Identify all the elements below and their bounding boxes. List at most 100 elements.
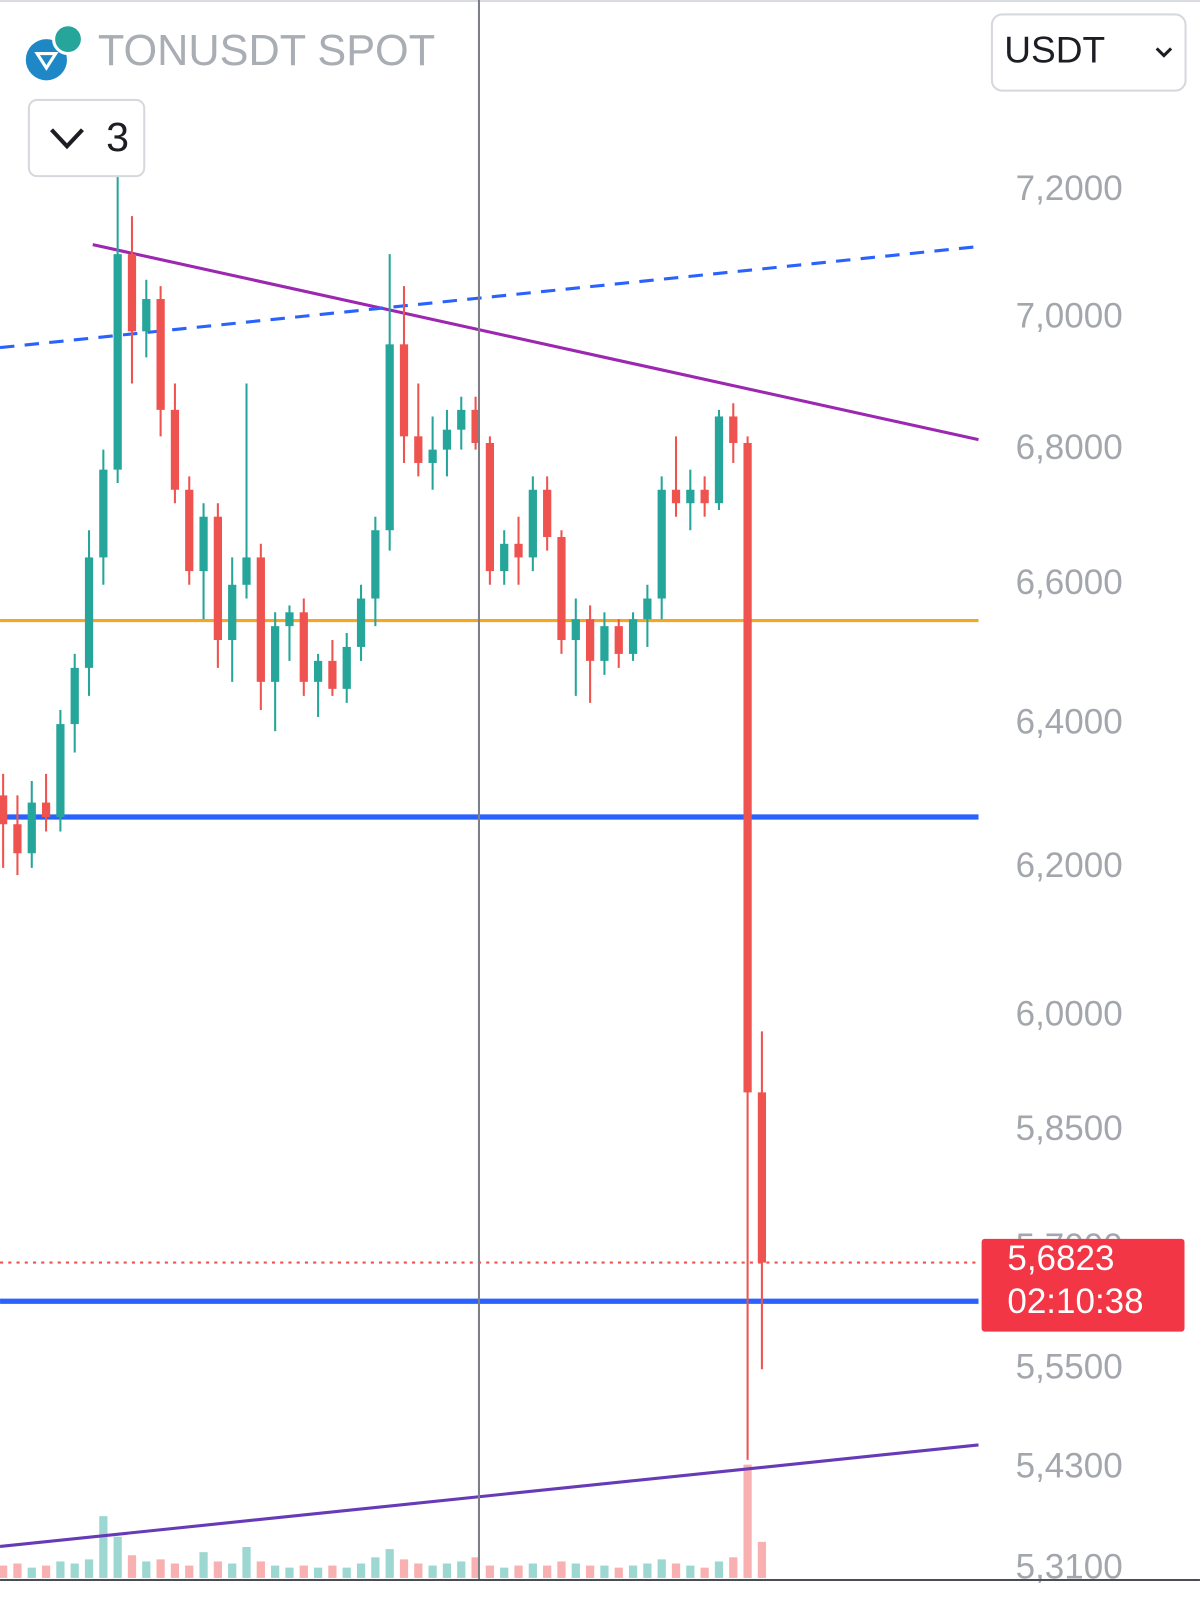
candle-body	[500, 543, 509, 572]
y-tick-label: 6,0000	[1016, 995, 1123, 1034]
candle-body	[671, 489, 681, 504]
y-tick-label: 6,6000	[1016, 563, 1123, 602]
volume-bar	[729, 1557, 738, 1578]
volume-bar	[485, 1565, 495, 1578]
indicators-count: 3	[106, 114, 129, 160]
volume-bar	[342, 1567, 351, 1578]
candle-body	[41, 802, 51, 818]
candle-body	[299, 612, 308, 682]
volume-bar	[671, 1563, 681, 1578]
volume-bar	[600, 1565, 609, 1578]
volume-bar	[428, 1565, 437, 1578]
volume-bar	[442, 1563, 452, 1578]
candle-body	[657, 489, 666, 599]
candle-body	[156, 299, 165, 410]
candle-body	[371, 530, 380, 599]
y-tick-label: 7,2000	[1016, 169, 1123, 208]
volume-bar	[84, 1559, 94, 1578]
candle-body	[585, 619, 595, 661]
y-tick-label: 6,2000	[1016, 846, 1123, 885]
logo-glyph	[34, 52, 59, 71]
countdown-label: 02:10:38	[1007, 1282, 1143, 1321]
volume-bar	[13, 1563, 22, 1578]
candle-body	[213, 516, 222, 640]
candle-body	[514, 543, 523, 558]
volume-bar	[228, 1563, 237, 1578]
volume-bar	[528, 1563, 537, 1578]
volume-bar	[56, 1561, 65, 1578]
volume-bar	[356, 1563, 366, 1578]
volume-bar	[543, 1565, 552, 1578]
last-price-label: 5,6823	[1007, 1239, 1114, 1278]
candle-body	[313, 660, 323, 682]
last-price-badge	[981, 1238, 1185, 1332]
candle-body	[557, 537, 566, 640]
volume-bar	[256, 1561, 265, 1578]
candle-body	[414, 436, 423, 463]
volume-bar	[643, 1563, 652, 1578]
y-tick-label: 6,8000	[1016, 428, 1123, 467]
volume-bar	[457, 1561, 466, 1578]
candle-body	[185, 489, 194, 572]
plot-area: 7,2000 7,0000 6,8000 6,6000 6,4000 6,2000 6,00…	[0, 169, 1185, 1587]
candle-body	[700, 489, 709, 504]
volume-bar	[385, 1549, 394, 1578]
candle-body	[228, 584, 237, 640]
candle-body	[686, 489, 695, 504]
y-tick-label: 5,5500	[1016, 1347, 1123, 1386]
candle-body	[528, 489, 537, 558]
candle-body	[385, 344, 394, 531]
volume-bar	[156, 1559, 165, 1578]
candle-body	[271, 626, 280, 682]
volume-bar	[514, 1565, 523, 1578]
volume-bar	[27, 1567, 36, 1578]
indicators-toggle[interactable]	[27, 98, 146, 178]
currency-select[interactable]	[990, 13, 1187, 92]
volume-bar	[557, 1561, 566, 1578]
chevron-icon	[50, 128, 84, 150]
candle-body	[614, 626, 623, 654]
candle-body	[0, 795, 8, 825]
candle-body	[485, 442, 495, 572]
volume-bar	[471, 1557, 480, 1578]
candle-body	[571, 619, 580, 640]
candle-body	[743, 442, 752, 1093]
candle-body	[757, 1092, 767, 1263]
candle-body	[714, 416, 724, 504]
volume-bar	[99, 1516, 108, 1578]
volume-bar	[113, 1536, 122, 1578]
candle-body	[199, 516, 208, 572]
logo-badge	[52, 23, 84, 56]
volume-bar	[213, 1561, 222, 1578]
volume-bar	[299, 1565, 308, 1578]
candle-body	[56, 724, 65, 818]
volume-bar	[686, 1565, 695, 1578]
candle-body	[729, 416, 738, 443]
candle-body	[242, 557, 251, 585]
trend-line	[0, 244, 979, 350]
header: TONUSDT SPOT 3 USDT	[25, 13, 1187, 178]
y-tick-label: 6,4000	[1016, 702, 1123, 741]
volume-bar	[142, 1561, 151, 1578]
candle-body	[471, 409, 480, 443]
candle-body	[399, 344, 409, 437]
volume-bar	[271, 1565, 280, 1578]
volume-bar	[657, 1559, 666, 1578]
volume-bar	[185, 1565, 194, 1578]
candle-body	[628, 619, 638, 654]
volume-bar	[70, 1563, 79, 1578]
volume-bar	[414, 1563, 423, 1578]
volume-bar	[41, 1565, 51, 1578]
candle-body	[600, 626, 609, 661]
volume-bar	[585, 1565, 595, 1578]
volume-bar	[199, 1552, 208, 1578]
volume-bar	[0, 1565, 8, 1578]
candle-body	[356, 598, 366, 647]
volume-bar	[700, 1567, 709, 1578]
candle-body	[127, 254, 137, 332]
candle-body	[84, 557, 94, 668]
dropdown-icon	[1155, 47, 1173, 58]
candle-body	[99, 469, 108, 558]
volume-bar	[628, 1565, 638, 1578]
